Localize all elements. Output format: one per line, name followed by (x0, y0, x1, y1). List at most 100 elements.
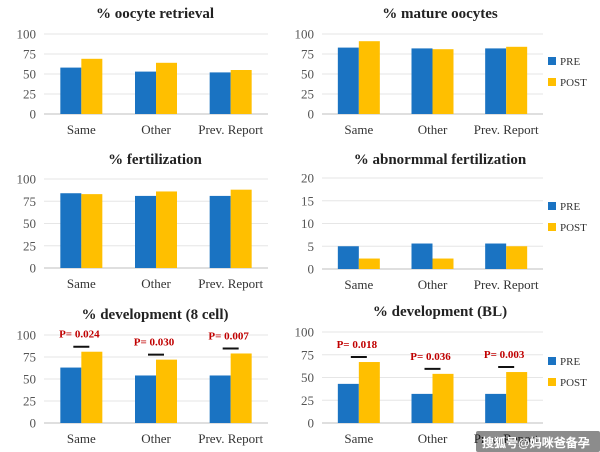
legend-label: PRE (560, 201, 580, 213)
chart-title: % fertilization (108, 152, 202, 168)
x-category-label: Prev. Report (474, 431, 539, 446)
x-category-label: Same (67, 276, 96, 291)
bar-pre-same (337, 383, 359, 423)
x-category-label: Same (67, 122, 96, 137)
bar-pre-same (60, 67, 82, 114)
bar-post-same (358, 362, 380, 423)
y-tick-label: 75 (23, 350, 36, 365)
bar-post-same (81, 194, 103, 268)
bar-post-prev-report (230, 189, 252, 268)
p-value-label: P= 0.036 (410, 351, 451, 363)
bar-post-other (432, 373, 454, 423)
x-category-label: Same (344, 277, 373, 292)
legend-label: PRE (560, 56, 580, 68)
y-tick-label: 75 (301, 47, 314, 62)
bar-post-prev-report (506, 46, 528, 114)
chart-panel-3: % fertilization 0 25 50 75 100 Same Other Prev. … (17, 152, 268, 291)
p-value-label: P= 0.024 (59, 329, 100, 341)
x-category-label: Other (418, 431, 448, 446)
y-tick-label: 75 (301, 347, 314, 362)
x-category-label: Other (418, 277, 448, 292)
p-value-label: P= 0.003 (484, 349, 525, 361)
bar-pre-prev-report (209, 375, 231, 423)
x-category-label: Prev. Report (198, 276, 263, 291)
bar-post-other (156, 191, 177, 268)
bar-pre-other (411, 48, 433, 114)
bar-post-same (358, 41, 380, 115)
y-tick-label: 50 (23, 67, 36, 82)
bar-post-prev-report (506, 246, 528, 269)
y-tick-label: 25 (301, 393, 314, 408)
legend-label: POST (560, 77, 587, 89)
bar-post-other (156, 62, 177, 114)
chart-panel-5: % development (8 cell) 0 25 50 75 100 Same P= 0… (17, 307, 268, 446)
bar-post-prev-report (230, 353, 252, 423)
y-tick-label: 100 (17, 172, 37, 187)
bar-pre-prev-report (209, 195, 231, 268)
chart-title: % abnormmal fertilization (354, 152, 527, 168)
bar-post-prev-report (506, 372, 528, 423)
x-category-label: Other (141, 431, 171, 446)
bar-pre-same (337, 47, 359, 114)
x-category-label: Same (344, 122, 373, 137)
chart-title: % mature oocytes (382, 6, 498, 22)
y-tick-label: 0 (30, 107, 37, 122)
y-tick-label: 75 (23, 194, 36, 209)
bar-post-other (432, 49, 454, 115)
x-category-label: Prev. Report (474, 277, 539, 292)
p-value-label: P= 0.018 (337, 339, 378, 351)
bar-post-same (358, 258, 380, 269)
x-category-label: Same (67, 431, 96, 446)
y-tick-label: 25 (23, 394, 36, 409)
bar-pre-same (60, 367, 82, 423)
x-category-label: Prev. Report (198, 431, 263, 446)
y-tick-label: 0 (308, 107, 315, 122)
watermark: 搜狐号@妈咪爸备孕 (476, 431, 600, 452)
bar-post-other (432, 258, 454, 269)
legend-swatch (548, 78, 556, 86)
legend-swatch (548, 223, 556, 231)
y-tick-label: 50 (23, 372, 36, 387)
y-tick-label: 5 (308, 239, 315, 254)
legend-swatch (548, 57, 556, 65)
bar-pre-other (135, 71, 156, 114)
y-tick-label: 100 (295, 27, 315, 42)
y-tick-label: 50 (23, 216, 36, 231)
bar-pre-same (60, 193, 82, 268)
y-tick-label: 0 (30, 416, 37, 431)
y-tick-label: 0 (30, 261, 37, 276)
y-tick-label: 75 (23, 47, 36, 62)
chart-panel-1: % oocyte retrieval 0 25 50 75 100 Same Other Pre… (17, 6, 268, 137)
chart-title: % oocyte retrieval (96, 6, 214, 22)
legend-label: POST (560, 377, 587, 389)
y-tick-label: 50 (301, 67, 314, 82)
y-tick-label: 25 (23, 87, 36, 102)
legend-label: POST (560, 222, 587, 234)
bar-pre-other (411, 243, 433, 269)
x-category-label: Other (141, 122, 171, 137)
y-tick-label: 20 (301, 171, 314, 186)
bar-pre-prev-report (485, 48, 507, 114)
y-tick-label: 10 (301, 216, 314, 231)
y-tick-label: 15 (301, 193, 314, 208)
bar-pre-other (411, 393, 433, 423)
x-category-label: Other (141, 276, 171, 291)
bar-pre-same (337, 246, 359, 269)
bar-post-same (81, 58, 103, 114)
legend-swatch (548, 378, 556, 386)
chart-panel-6: % development (BL) 0 25 50 75 100 Same P= 0.018… (295, 304, 588, 446)
y-tick-label: 0 (308, 262, 315, 277)
bar-pre-prev-report (209, 72, 231, 114)
p-value-label: P= 0.030 (134, 337, 175, 349)
x-category-label: Prev. Report (198, 122, 263, 137)
legend-swatch (548, 357, 556, 365)
x-category-label: Same (344, 431, 373, 446)
x-category-label: Prev. Report (474, 122, 539, 137)
y-tick-label: 50 (301, 370, 314, 385)
watermark-text: 搜狐号@妈咪爸备孕 (482, 436, 590, 450)
bar-post-other (156, 359, 177, 423)
y-tick-label: 100 (295, 325, 315, 340)
bar-post-prev-report (230, 70, 252, 114)
chart-panel-4: % abnormmal fertilization 0 5 10 15 20 Same Oth… (301, 152, 587, 292)
